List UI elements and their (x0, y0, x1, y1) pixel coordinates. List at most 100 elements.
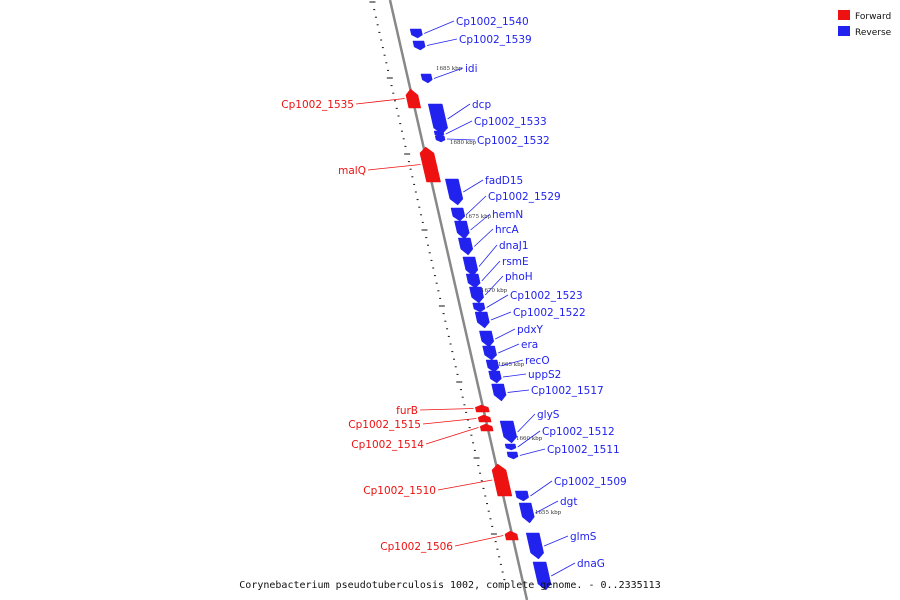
kbp-marker: 1670 kbp (481, 288, 508, 294)
gene-arrow-rsmE[interactable] (465, 273, 481, 289)
gene-arrow-dgt[interactable] (518, 502, 535, 524)
gene-label-Cp1002_1509[interactable]: Cp1002_1509 (554, 476, 627, 488)
gene-arrow-Cp1002_1523[interactable] (472, 302, 486, 313)
gene-leader-line (486, 294, 509, 308)
gene-arrow-pdxY[interactable] (479, 330, 495, 348)
kbp-marker: 1685 kbp (436, 66, 463, 72)
gene-arrow-recO[interactable] (485, 359, 500, 373)
gene-label-phoH[interactable]: phoH (505, 271, 533, 283)
gene-arrow-Cp1002_1539[interactable] (412, 40, 426, 51)
gene-leader-line (484, 275, 504, 296)
gene-arrow-Cp1002_1509[interactable] (514, 490, 529, 502)
gene-label-pdxY[interactable]: pdxY (517, 324, 544, 336)
gene-arrow-hemN[interactable] (454, 220, 470, 240)
gene-arrow-glyS[interactable] (499, 420, 518, 444)
gene-label-idi[interactable]: idi (465, 63, 478, 75)
gene-arrow-era[interactable] (482, 345, 497, 361)
gene-label-Cp1002_1515[interactable]: Cp1002_1515 (348, 419, 421, 431)
gene-label-Cp1002_1529[interactable]: Cp1002_1529 (488, 191, 561, 203)
tick-marks (369, 1, 506, 581)
gene-label-hemN[interactable]: hemN (492, 209, 523, 221)
gene-arrow-idi[interactable] (420, 73, 433, 84)
gene-arrow-Cp1002_1517[interactable] (491, 383, 507, 402)
gene-arrow-Cp1002_1522[interactable] (474, 311, 490, 329)
gene-label-Cp1002_1511[interactable]: Cp1002_1511 (547, 444, 620, 456)
gene-arrow-Cp1002_1540[interactable] (409, 28, 423, 39)
gene-leader-line (454, 535, 504, 547)
gene-label-Cp1002_1533[interactable]: Cp1002_1533 (474, 116, 547, 128)
gene-label-dnaG[interactable]: dnaG (577, 558, 605, 570)
gene-label-Cp1002_1539[interactable]: Cp1002_1539 (459, 34, 532, 46)
gene-arrow-Cp1002_1512[interactable] (504, 443, 517, 451)
gene-leader-line (424, 20, 455, 34)
gene-label-dcp[interactable]: dcp (472, 99, 491, 111)
gene-arrow-dcp[interactable] (427, 103, 448, 135)
gene-label-recO[interactable]: recO (525, 355, 550, 367)
gene-arrow-dnaG[interactable] (532, 561, 552, 591)
gene-arrow-Cp1002_1511[interactable] (506, 451, 519, 460)
gene-label-era[interactable]: era (521, 339, 538, 351)
gene-arrow-Cp1002_1515[interactable] (477, 414, 492, 423)
gene-arrow-Cp1002_1514[interactable] (479, 423, 494, 432)
gene-label-Cp1002_1522[interactable]: Cp1002_1522 (513, 307, 586, 319)
gene-label-Cp1002_1512[interactable]: Cp1002_1512 (542, 426, 615, 438)
gene-leader-line (426, 38, 458, 46)
gene-leader-line (490, 311, 512, 321)
legend-swatch-reverse (838, 26, 850, 36)
gene-label-Cp1002_1535[interactable]: Cp1002_1535 (281, 99, 354, 111)
gene-label-Cp1002_1532[interactable]: Cp1002_1532 (477, 135, 550, 147)
gene-arrow-Cp1002_1529[interactable] (450, 207, 466, 222)
gene-leader-line (530, 480, 553, 497)
gene-leader-line (478, 244, 498, 267)
gene-leader-line (551, 562, 576, 577)
gene-label-Cp1002_1523[interactable]: Cp1002_1523 (510, 290, 583, 302)
gene-arrow-Cp1002_1510[interactable] (491, 463, 513, 497)
legend-label-forward: Forward (855, 12, 891, 22)
gene-arrow-hrcA[interactable] (457, 237, 474, 256)
gene-arrow-glmS[interactable] (525, 532, 544, 560)
gene-leader-line (446, 138, 476, 141)
gene-label-rsmE[interactable]: rsmE (502, 256, 529, 268)
gene-label-Cp1002_1506[interactable]: Cp1002_1506 (380, 541, 453, 553)
gene-leader-line (517, 413, 536, 433)
gene-leader-line (473, 228, 494, 247)
gene-arrow-malQ[interactable] (419, 146, 441, 183)
gene-label-Cp1002_1540[interactable]: Cp1002_1540 (456, 16, 529, 28)
gene-leader-line (519, 448, 546, 456)
gene-leader-line (425, 427, 479, 445)
gene-arrow-furB[interactable] (475, 404, 490, 413)
gene-label-hrcA[interactable]: hrcA (495, 224, 520, 236)
gene-leader-line (447, 103, 471, 120)
gene-label-malQ[interactable]: malQ (338, 165, 366, 177)
gene-arrow-phoH[interactable] (469, 286, 484, 304)
legend-label-reverse: Reverse (855, 28, 892, 38)
genome-caption: Corynebacterium pseudotuberculosis 1002,… (239, 580, 660, 591)
gene-label-Cp1002_1510[interactable]: Cp1002_1510 (363, 485, 436, 497)
gene-leader-line (543, 535, 569, 547)
gene-label-Cp1002_1514[interactable]: Cp1002_1514 (351, 439, 424, 451)
gene-arrow-Cp1002_1532[interactable] (434, 135, 446, 143)
gene-leader-line (470, 213, 491, 231)
gene-arrow-fadD15[interactable] (444, 178, 464, 206)
gene-label-furB[interactable]: furB (396, 405, 418, 417)
gene-leader-line (355, 98, 405, 105)
legend: Forward Reverse (838, 10, 892, 38)
gene-leader-line (433, 67, 464, 79)
gene-leader-line (367, 164, 421, 171)
gene-label-fadD15[interactable]: fadD15 (485, 175, 523, 187)
gene-label-Cp1002_1517[interactable]: Cp1002_1517 (531, 385, 604, 397)
gene-label-glyS[interactable]: glyS (537, 409, 560, 421)
gene-label-dnaJ1[interactable]: dnaJ1 (499, 240, 529, 252)
gene-leader-line (507, 389, 530, 393)
gene-arrow-Cp1002_1506[interactable] (504, 530, 519, 541)
gene-arrow-dnaJ1[interactable] (462, 256, 479, 277)
gene-arrow-Cp1002_1535[interactable] (405, 88, 422, 109)
gene-label-dgt[interactable]: dgt (560, 496, 577, 508)
gene-leader-line (495, 328, 516, 340)
gene-leader-line (502, 373, 527, 378)
gene-label-glmS[interactable]: glmS (570, 531, 597, 543)
gene-label-uppS2[interactable]: uppS2 (528, 369, 561, 381)
gene-arrow-uppS2[interactable] (488, 370, 502, 384)
